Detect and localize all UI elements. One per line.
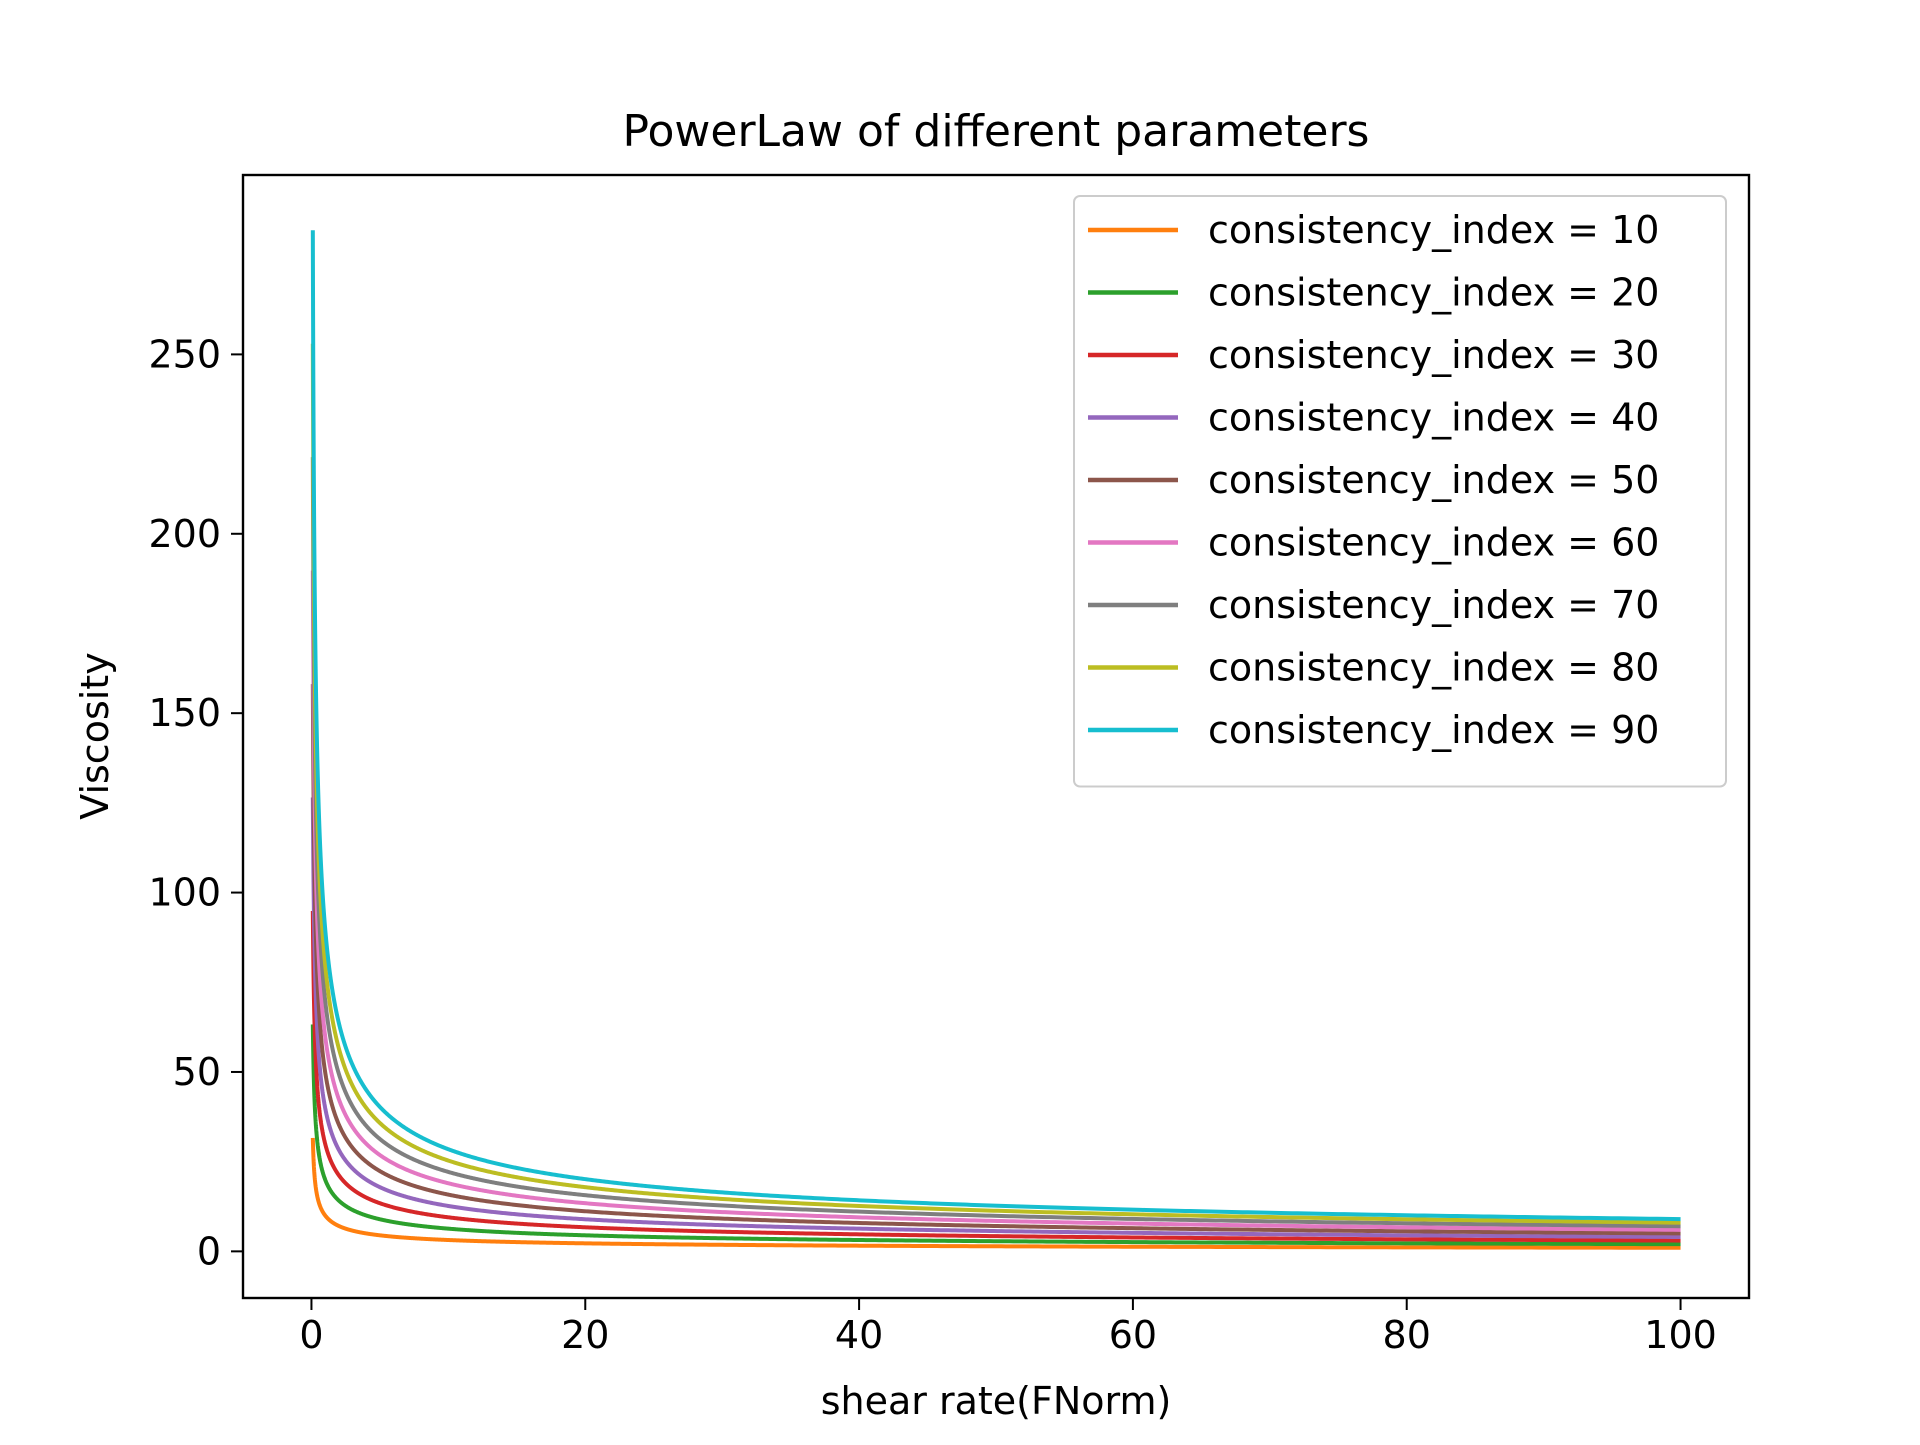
x-tick-label: 0: [299, 1313, 323, 1357]
y-tick-label: 250: [148, 332, 221, 376]
series-line: [310, 230, 1681, 1222]
y-tick-label: 100: [148, 871, 221, 915]
y-tick-label: 0: [197, 1229, 221, 1273]
x-tick-label: 40: [835, 1313, 883, 1357]
legend-label: consistency_index = 40: [1208, 396, 1659, 440]
series-line: [310, 1023, 1681, 1247]
legend-label: consistency_index = 20: [1208, 271, 1659, 315]
legend-label: consistency_index = 10: [1208, 208, 1659, 252]
y-tick-label: 50: [173, 1050, 221, 1094]
legend-label: consistency_index = 90: [1208, 708, 1659, 752]
axes-frame: [241, 173, 1751, 1300]
plot-area: [310, 230, 1681, 1250]
x-tick-label: 80: [1383, 1313, 1431, 1357]
x-axis-label: shear rate(FNorm): [821, 1379, 1172, 1423]
x-tick-label: 60: [1109, 1313, 1157, 1357]
legend-label: consistency_index = 60: [1208, 521, 1659, 565]
y-tick-label: 150: [148, 691, 221, 735]
series-line: [310, 909, 1681, 1243]
x-tick-label: 100: [1644, 1313, 1717, 1357]
chart-title: PowerLaw of different parameters: [623, 106, 1370, 157]
series-line: [310, 796, 1681, 1240]
y-tick-label: 200: [148, 512, 221, 556]
series-line: [310, 1136, 1681, 1250]
y-axis: 0 50 100 150 200 250: [148, 332, 243, 1273]
legend-box: [1073, 195, 1727, 788]
legend-label: consistency_index = 80: [1208, 646, 1659, 690]
y-axis-label: Viscosity: [73, 652, 117, 819]
legend: consistency_index = 10 consistency_index …: [1073, 195, 1727, 788]
x-axis: 0 20 40 60 80 100: [299, 1298, 1717, 1357]
legend-label: consistency_index = 70: [1208, 583, 1659, 627]
x-tick-label: 20: [561, 1313, 609, 1357]
legend-label: consistency_index = 30: [1208, 333, 1659, 377]
legend-label: consistency_index = 50: [1208, 458, 1659, 502]
